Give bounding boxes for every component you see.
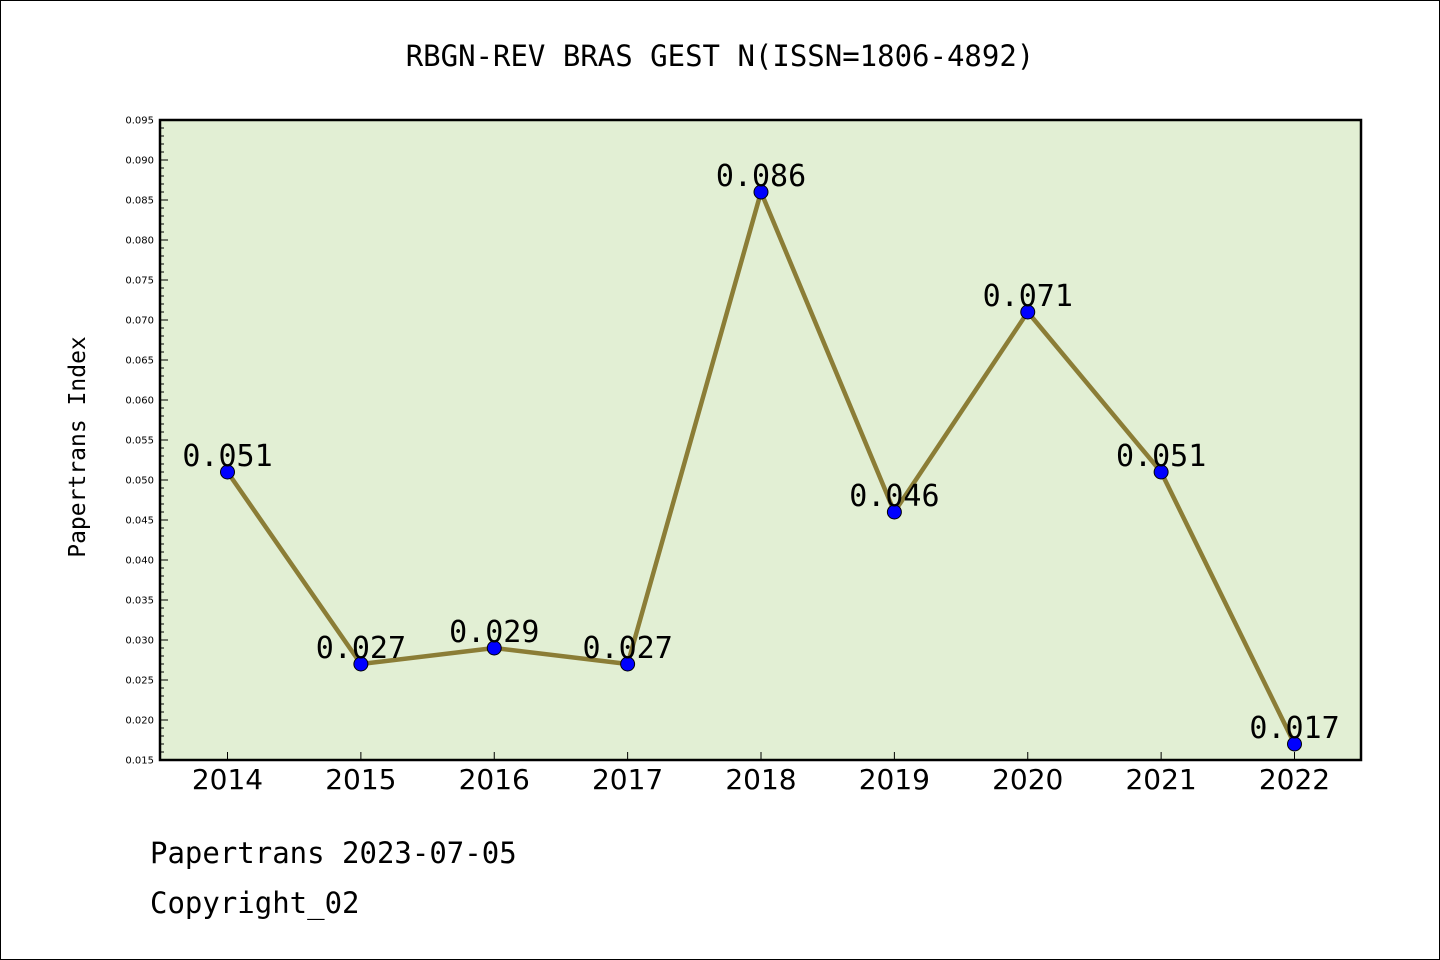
y-tick-label: 0.035 (125, 596, 154, 607)
y-tick-label: 0.065 (125, 356, 154, 367)
data-point (1287, 736, 1302, 752)
y-tick-label: 0.055 (125, 436, 154, 447)
y-tick-label: 0.060 (125, 396, 154, 407)
data-label: 0.027 (316, 631, 406, 666)
x-tick-label: 2016 (459, 763, 530, 796)
plot-border (158, 118, 1363, 762)
data-point (220, 464, 235, 480)
x-tick-label: 2021 (1125, 763, 1196, 796)
data-point (886, 504, 902, 520)
data-point (1020, 304, 1036, 320)
y-tick-label: 0.045 (125, 516, 154, 527)
y-tick-label: 0.095 (125, 116, 154, 127)
y-tick-label: 0.030 (125, 636, 154, 647)
data-label: 0.051 (182, 439, 272, 474)
data-label: 0.017 (1249, 711, 1339, 746)
data-point (1153, 464, 1169, 480)
x-tick-label: 2015 (325, 763, 396, 796)
x-tick-label: 2019 (859, 763, 930, 796)
y-tick-label: 0.025 (125, 676, 154, 687)
y-tick-label: 0.020 (125, 716, 154, 727)
footer-copyright: Copyright_02 (150, 886, 360, 920)
x-tick-label: 2014 (192, 763, 263, 796)
data-point (353, 656, 369, 672)
y-tick-label: 0.085 (125, 196, 154, 207)
data-point (620, 656, 636, 672)
x-tick-label: 2022 (1259, 763, 1330, 796)
y-tick-label: 0.075 (125, 276, 154, 287)
data-label: 0.046 (849, 479, 939, 514)
y-tick-label: 0.015 (125, 756, 154, 767)
y-tick-label: 0.080 (125, 236, 154, 247)
y-tick-label: 0.090 (125, 156, 154, 167)
plot-area (160, 120, 1361, 760)
data-label: 0.029 (449, 615, 539, 650)
y-axis-label: Papertrans Index (65, 336, 91, 558)
y-tick-label: 0.040 (125, 556, 154, 567)
data-point (753, 184, 769, 200)
x-tick-label: 2017 (592, 763, 663, 796)
footer-date: Papertrans 2023-07-05 (150, 836, 517, 870)
data-label: 0.051 (1116, 439, 1206, 474)
chart-title: RBGN-REV BRAS GEST N(ISSN=1806-4892) (406, 39, 1035, 73)
data-label: 0.071 (983, 279, 1073, 314)
x-tick-label: 2018 (725, 763, 796, 796)
x-tick-label: 2020 (992, 763, 1063, 796)
y-tick-label: 0.050 (125, 476, 154, 487)
data-label: 0.086 (716, 159, 806, 194)
data-point (486, 640, 502, 656)
data-label: 0.027 (582, 631, 672, 666)
y-tick-label: 0.070 (125, 316, 154, 327)
